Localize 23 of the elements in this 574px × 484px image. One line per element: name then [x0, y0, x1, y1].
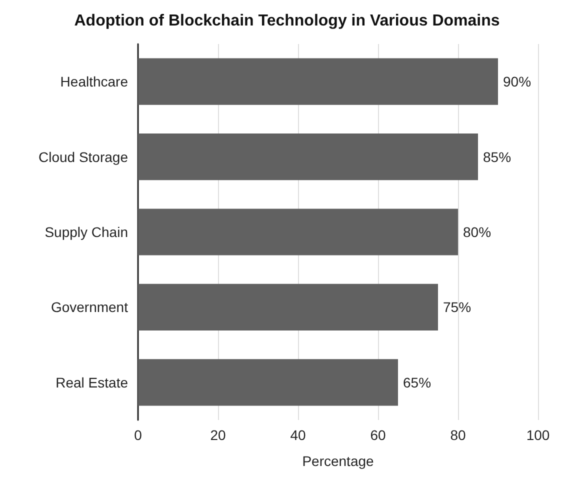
- y-tick-label: Supply Chain: [44, 224, 128, 240]
- x-tick-label: 60: [370, 427, 386, 443]
- data-label: 65%: [403, 374, 432, 390]
- y-tick-label: Government: [50, 299, 128, 316]
- x-axis-title: Percentage: [302, 453, 374, 469]
- data-label: 85%: [483, 148, 512, 165]
- data-label: 75%: [443, 299, 472, 316]
- y-tick-label: Real Estate: [56, 374, 128, 390]
- x-tick-label: 0: [134, 427, 142, 443]
- bar: [138, 58, 498, 105]
- y-tick-label: Cloud Storage: [38, 148, 128, 165]
- x-tick-label: 20: [210, 427, 226, 443]
- x-tick-label: 80: [450, 427, 466, 443]
- bar: [138, 359, 398, 406]
- x-tick-label: 40: [290, 427, 306, 443]
- y-tick-label: Healthcare: [60, 74, 128, 90]
- bar: [138, 133, 478, 180]
- data-label: 80%: [463, 224, 492, 240]
- chart-title: Adoption of Blockchain Technology in Various Domains: [74, 12, 500, 30]
- bar: [138, 208, 458, 256]
- bar: [138, 284, 438, 331]
- x-tick-label: 100: [526, 427, 550, 443]
- data-label: 90%: [503, 74, 532, 90]
